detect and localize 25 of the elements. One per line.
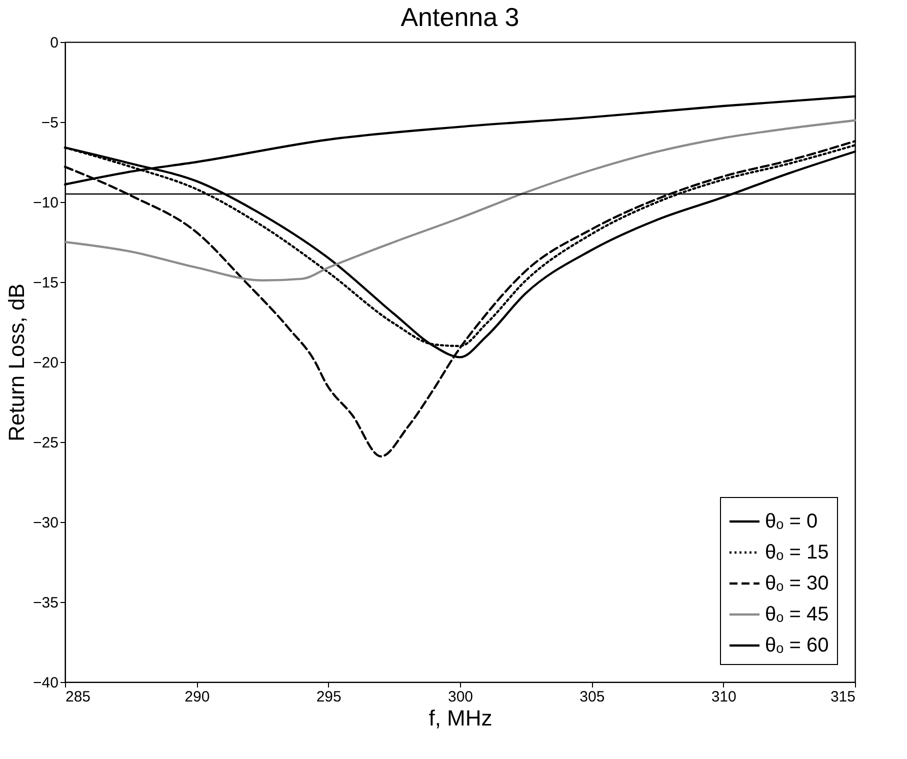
x-tick-label: 310	[711, 688, 736, 706]
x-tick-label: 290	[184, 688, 210, 706]
y-tick-label: −25	[33, 434, 58, 452]
x-tick-label: 315	[830, 688, 856, 706]
y-tick-label: −10	[33, 194, 58, 212]
y-tick-label: 0	[50, 34, 58, 52]
x-axis-title: f, MHz	[428, 706, 492, 730]
y-tick-label: −35	[33, 594, 58, 612]
x-tick-label: 295	[316, 688, 342, 706]
y-tick-label: −5	[41, 114, 58, 132]
x-tick-label: 285	[66, 688, 91, 706]
line-series	[64, 119, 856, 282]
legend-label: θₒ = 30	[765, 572, 829, 594]
y-tick-label: −40	[33, 674, 58, 692]
y-tick-label: −15	[33, 274, 58, 292]
y-tick-label: −20	[33, 354, 58, 372]
legend-label: θₒ = 15	[765, 542, 829, 564]
x-tick-label: 300	[448, 688, 474, 706]
legend-label: θₒ = 45	[765, 604, 829, 626]
y-tick-label: −30	[33, 514, 58, 532]
chart-title: Antenna 3	[400, 2, 520, 32]
x-tick-label: 305	[580, 688, 605, 706]
legend-label: θₒ = 0	[765, 510, 818, 532]
y-axis-title: Return Loss, dB	[4, 284, 30, 442]
legend-label: θₒ = 60	[765, 634, 829, 656]
